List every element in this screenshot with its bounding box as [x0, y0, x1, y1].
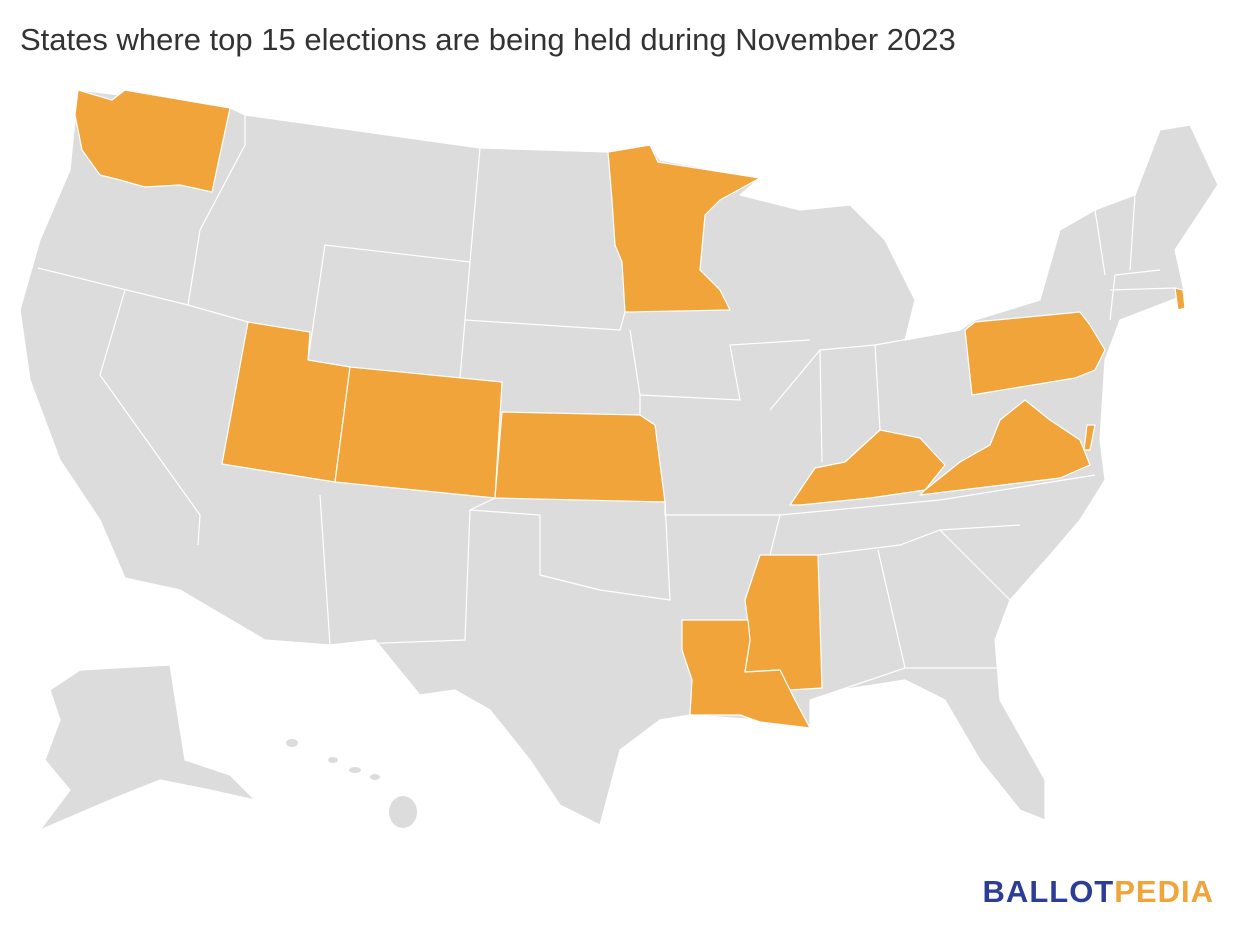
logo: BALLOTPEDIA [983, 874, 1214, 910]
state-va-shore [1083, 424, 1096, 451]
state-ak [39, 664, 256, 831]
hi-island [349, 767, 361, 773]
state-wa [74, 89, 231, 193]
state-ri [1174, 287, 1186, 311]
state-co [334, 366, 503, 499]
state-hi [286, 739, 417, 828]
logo-part: PEDIA [1114, 874, 1214, 909]
state-ms [744, 554, 823, 691]
hi-island [328, 757, 338, 763]
state-mn [607, 144, 761, 313]
highlighted-states [74, 89, 1186, 729]
logo-part: BALLOT [982, 874, 1115, 909]
state-ks [494, 411, 666, 503]
hi-island [370, 774, 380, 780]
hi-island [389, 796, 417, 828]
state-pa [964, 311, 1106, 396]
map-title: States where top 15 elections are being … [20, 22, 956, 57]
state-borders [37, 115, 1176, 691]
state-la [681, 619, 811, 729]
hi-island [286, 739, 298, 747]
state-va [919, 399, 1091, 496]
state-ky [789, 429, 946, 506]
